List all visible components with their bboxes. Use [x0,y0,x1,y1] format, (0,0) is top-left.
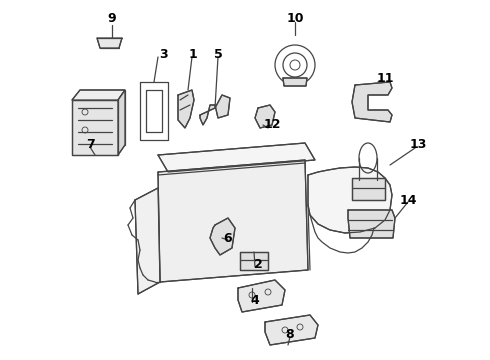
Text: 10: 10 [286,12,304,24]
Text: 13: 13 [409,139,427,152]
Text: 2: 2 [254,258,262,271]
Text: 4: 4 [250,293,259,306]
Polygon shape [135,188,160,294]
Polygon shape [348,210,395,238]
Polygon shape [200,95,230,125]
Text: 14: 14 [399,194,417,207]
Text: 6: 6 [224,231,232,244]
Polygon shape [352,82,392,122]
Polygon shape [240,252,268,270]
Polygon shape [158,143,315,172]
Polygon shape [72,90,125,100]
Text: 1: 1 [189,49,197,62]
Polygon shape [97,38,122,48]
Text: 3: 3 [159,49,167,62]
Text: 7: 7 [86,139,95,152]
Text: 9: 9 [108,12,116,24]
Polygon shape [210,218,235,255]
Text: 12: 12 [263,118,281,131]
Polygon shape [178,90,194,128]
Polygon shape [158,160,308,282]
Polygon shape [255,105,275,128]
Polygon shape [352,178,385,200]
Polygon shape [308,167,392,233]
Polygon shape [72,100,118,155]
Polygon shape [118,90,125,155]
Polygon shape [283,78,307,86]
Text: 5: 5 [214,49,222,62]
Polygon shape [238,280,285,312]
Polygon shape [265,315,318,345]
Text: 11: 11 [376,72,394,85]
Text: 8: 8 [286,328,294,342]
